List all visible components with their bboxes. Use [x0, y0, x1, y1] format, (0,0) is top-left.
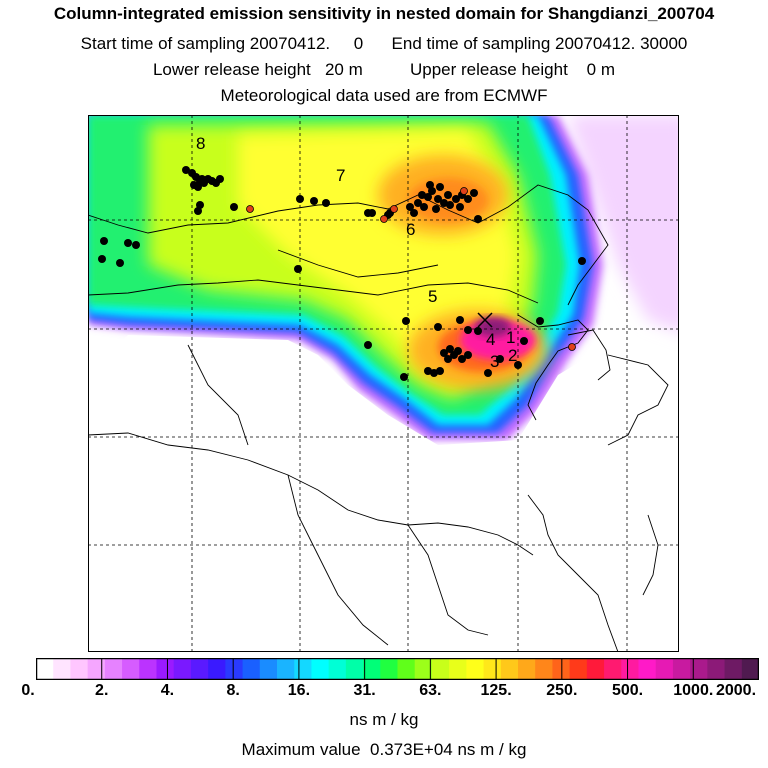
colorbar-frame [36, 658, 759, 680]
colorbar-segment [604, 658, 622, 680]
colorbar-segment [311, 658, 330, 680]
colorbar-segment [483, 658, 502, 680]
colorbar-segment [638, 658, 657, 680]
colorbar-tick-label: 2. [95, 682, 109, 699]
colorbar-segment [397, 658, 416, 680]
colorbar-segment [707, 658, 726, 680]
colorbar-tick-label: 0. [21, 682, 35, 699]
sampling-time-subtitle: Start time of sampling 20070412. 0 End t… [80, 34, 688, 53]
receptor-x-icon [477, 312, 493, 328]
colorbar-segment [741, 658, 759, 680]
colorbar-segment [104, 658, 123, 680]
coastlines-and-borders [88, 184, 669, 652]
colorbar-segment [190, 658, 209, 680]
colorbar-segment [122, 658, 140, 680]
colorbar-segment [414, 658, 433, 680]
colorbar-segment [466, 658, 485, 680]
colorbar [36, 658, 759, 680]
colorbar-segment [518, 658, 536, 680]
trajectory-label: 1 [506, 328, 515, 347]
trajectory-label: 8 [196, 134, 205, 153]
colorbar-segment [724, 658, 743, 680]
colorbar-tick-label: 4. [160, 682, 175, 699]
colorbar-segment [500, 658, 519, 680]
plot-title: Column-integrated emission sensitivity i… [53, 4, 715, 23]
colorbar-segment [242, 658, 261, 680]
colorbar-segment [621, 658, 639, 680]
colorbar-tick-label: 31. [353, 682, 376, 699]
colorbar-tick-label: 1000. [673, 682, 714, 699]
colorbar-segment [431, 658, 450, 680]
colorbar-segment [449, 658, 467, 680]
colorbar-segment [87, 658, 106, 680]
meteorological-data-subtitle: Meteorological data used are from ECMWF [220, 86, 548, 105]
trajectory-labels: 8 7 6 5 4 3 2 1 [196, 134, 517, 371]
trajectory-label: 5 [428, 287, 437, 306]
colorbar-segment [70, 658, 89, 680]
colorbar-segment [363, 658, 381, 680]
colorbar-segment [277, 658, 295, 680]
colorbar-segment [139, 658, 157, 680]
colorbar-tick-label: 125. [480, 682, 512, 699]
colorbar-segment [328, 658, 347, 680]
colorbar-segment [552, 658, 571, 680]
trajectory-label: 4 [486, 330, 495, 349]
colorbar-segment [208, 658, 226, 680]
colorbar-tick-label: 16. [287, 682, 311, 699]
release-height-subtitle: Lower release height 20 m Upper release … [152, 60, 616, 79]
map-frame [88, 115, 679, 652]
colorbar-segment [36, 658, 54, 680]
colorbar-segment [173, 658, 192, 680]
lat-lon-grid [88, 115, 679, 652]
colorbar-segment [690, 658, 708, 680]
colorbar-tick-label: 8. [226, 682, 240, 699]
colorbar-tick-label: 63. [419, 682, 442, 699]
colorbar-unit-label: ns m / kg [349, 710, 419, 729]
colorbar-segment [535, 658, 553, 680]
colorbar-segment [569, 658, 588, 680]
highlight-trajectory-points [246, 187, 576, 351]
colorbar-segment [225, 658, 244, 680]
trajectory-label: 7 [336, 166, 345, 185]
colorbar-tick-label: 250. [546, 682, 578, 699]
sensitivity-field [88, 115, 679, 652]
colorbar-segment [672, 658, 691, 680]
colorbar-segment [655, 658, 674, 680]
colorbar-tick-label: 500. [611, 682, 644, 699]
colorbar-segment [259, 658, 278, 680]
trajectory-label: 2 [508, 346, 517, 365]
colorbar-segment [156, 658, 175, 680]
colorbar-tick-label: 2000. [715, 682, 757, 699]
emission-sensitivity-map: 8 7 6 5 4 3 2 1 [88, 115, 679, 652]
colorbar-segment [586, 658, 605, 680]
maximum-value-label: Maximum value 0.373E+04 ns m / kg [241, 740, 527, 759]
trajectory-label: 6 [406, 220, 415, 239]
colorbar-segment [294, 658, 312, 680]
colorbar-segment [53, 658, 71, 680]
trajectory-points [98, 166, 586, 381]
colorbar-segment [380, 658, 398, 680]
colorbar-segment [345, 658, 364, 680]
trajectory-label: 3 [490, 352, 499, 371]
